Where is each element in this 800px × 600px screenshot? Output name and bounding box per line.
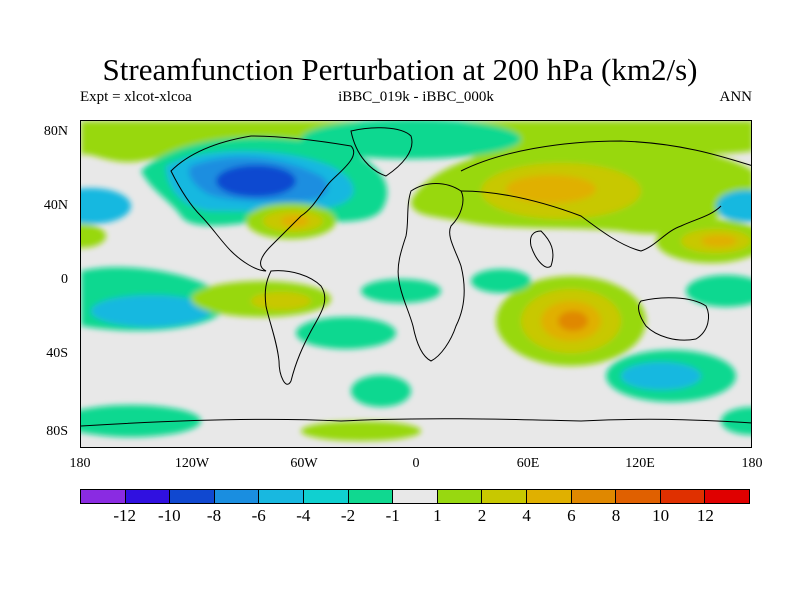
colorbar-label: 1 bbox=[433, 506, 442, 525]
case-label: iBBC_019k - iBBC_000k bbox=[338, 89, 494, 105]
far-south-negative-contour bbox=[721, 407, 751, 435]
lat-label-40n: 40N bbox=[43, 198, 68, 213]
colorbar-label: 10 bbox=[652, 506, 670, 525]
colorbar-box bbox=[705, 490, 749, 503]
lon-label-120e: 120E bbox=[625, 456, 655, 471]
northwest-negative-contour bbox=[81, 188, 131, 224]
colorbar-label: 8 bbox=[611, 506, 621, 525]
colorbar-box bbox=[660, 490, 706, 503]
greenland-coastline bbox=[350, 127, 413, 177]
map-panel bbox=[80, 120, 752, 448]
colorbar-label: -2 bbox=[340, 506, 356, 525]
colorbar-box bbox=[81, 490, 126, 503]
colorbar-label: 6 bbox=[567, 506, 576, 525]
streamfunction-contour-map bbox=[81, 121, 751, 447]
south-pacific-negative-contour bbox=[91, 295, 211, 327]
colorbar-box bbox=[571, 490, 617, 503]
lat-label-80n: 80N bbox=[43, 124, 68, 139]
south-atlantic-negative-contour bbox=[351, 375, 411, 407]
lon-label-0: 0 bbox=[412, 456, 420, 471]
colorbar bbox=[80, 489, 750, 504]
northeast-negative-contour bbox=[716, 190, 751, 222]
colorbar-label: 12 bbox=[696, 506, 714, 525]
experiment-label: Expt = xlcot-xlcoa bbox=[80, 89, 192, 105]
north-america-negative-core bbox=[216, 165, 296, 197]
west-pacific-positive-core bbox=[701, 235, 737, 247]
colorbar-box bbox=[170, 490, 215, 503]
colorbar-box bbox=[348, 490, 394, 503]
antarctica-coastline bbox=[81, 418, 751, 427]
colorbar-label: -1 bbox=[385, 506, 400, 525]
indian-ocean-northeast-negative-contour bbox=[471, 269, 531, 293]
coastlines bbox=[81, 127, 751, 427]
lon-label-120w: 120W bbox=[174, 456, 210, 471]
colorbar-box bbox=[482, 490, 527, 503]
colorbar-box bbox=[303, 490, 349, 503]
lon-label-180w: 180 bbox=[69, 456, 91, 471]
colorbar-label: -10 bbox=[157, 506, 181, 525]
colorbar-label: -12 bbox=[113, 506, 136, 525]
colorbar-box bbox=[393, 490, 438, 503]
lat-label-80s: 80S bbox=[46, 424, 68, 439]
south-america-negative-contour bbox=[296, 317, 396, 349]
chart-title: Streamfunction Perturbation at 200 hPa (… bbox=[102, 52, 698, 87]
eurasia-positive-core bbox=[506, 175, 596, 203]
season-label: ANN bbox=[719, 89, 753, 105]
lon-label-60w: 60W bbox=[290, 456, 318, 471]
asia-coastline bbox=[460, 140, 751, 252]
colorbar-label: -6 bbox=[251, 506, 266, 525]
south-america-coastline bbox=[264, 270, 326, 385]
north-america-coastline bbox=[170, 135, 354, 272]
atlantic-positive-core bbox=[281, 215, 309, 227]
lat-label-40s: 40S bbox=[46, 346, 68, 361]
west-edge-positive-contour bbox=[81, 224, 106, 248]
europe-africa-coastline bbox=[397, 183, 465, 362]
colorbar-box bbox=[616, 490, 661, 503]
lat-label-0: 0 bbox=[61, 272, 68, 287]
colorbar-box bbox=[125, 490, 171, 503]
colorbar-box bbox=[259, 490, 304, 503]
australia-coastline bbox=[638, 297, 709, 341]
colorbar-box bbox=[526, 490, 572, 503]
colorbar-label: 4 bbox=[522, 506, 531, 525]
colorbar-label: -8 bbox=[206, 506, 222, 525]
colorbar-label: 2 bbox=[477, 506, 487, 525]
india-coastline bbox=[530, 230, 554, 268]
southern-ocean-negative-core bbox=[621, 362, 701, 390]
antarctic-positive-contour bbox=[301, 421, 421, 441]
east-pacific-negative-contour bbox=[686, 275, 751, 307]
colorbar-label: -4 bbox=[296, 506, 311, 525]
south-pacific-positive-core bbox=[251, 292, 311, 310]
far-south-negative-contour bbox=[81, 405, 201, 437]
arctic-negative-region bbox=[301, 121, 521, 159]
colorbar-box bbox=[214, 490, 260, 503]
lon-label-180e: 180 bbox=[741, 456, 763, 471]
lon-label-60e: 60E bbox=[516, 456, 540, 471]
indian-ocean-positive-core bbox=[558, 311, 588, 331]
colorbar-box bbox=[437, 490, 483, 503]
